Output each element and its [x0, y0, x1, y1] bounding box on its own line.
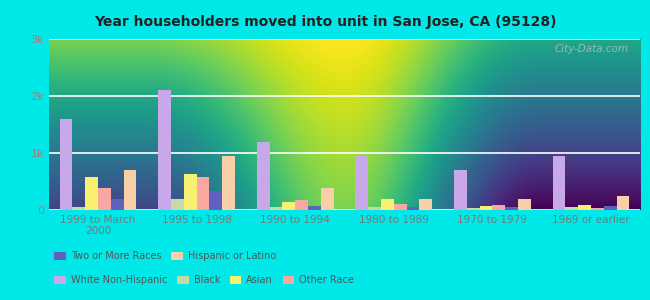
Bar: [158, 90, 171, 210]
Text: City-Data.com: City-Data.com: [554, 44, 629, 54]
Bar: [493, 205, 505, 210]
Bar: [124, 170, 136, 210]
Bar: [72, 207, 85, 210]
Bar: [60, 119, 72, 210]
Bar: [321, 188, 333, 210]
Bar: [209, 190, 222, 210]
Bar: [467, 208, 480, 210]
Bar: [222, 156, 235, 210]
Bar: [394, 204, 407, 210]
Bar: [591, 208, 604, 210]
Text: Year householders moved into unit in San Jose, CA (95128): Year householders moved into unit in San…: [94, 15, 556, 29]
Bar: [356, 156, 368, 210]
Bar: [111, 199, 124, 210]
Legend: Two or More Races, Hispanic or Latino: Two or More Races, Hispanic or Latino: [50, 248, 280, 265]
Bar: [257, 142, 270, 210]
Bar: [552, 156, 566, 210]
Bar: [270, 207, 282, 210]
Bar: [578, 205, 591, 210]
Bar: [617, 196, 629, 210]
Bar: [604, 206, 617, 210]
Bar: [381, 199, 394, 210]
Bar: [518, 199, 531, 210]
Bar: [505, 207, 518, 210]
Bar: [184, 173, 196, 210]
Bar: [368, 207, 381, 210]
Bar: [196, 177, 209, 210]
Bar: [454, 170, 467, 210]
Bar: [480, 206, 493, 210]
Bar: [282, 202, 295, 210]
Bar: [85, 177, 98, 210]
Bar: [295, 200, 308, 210]
Bar: [308, 206, 321, 210]
Legend: White Non-Hispanic, Black, Asian, Other Race: White Non-Hispanic, Black, Asian, Other …: [50, 272, 358, 289]
Bar: [171, 199, 184, 210]
Bar: [419, 199, 432, 210]
Bar: [407, 207, 419, 210]
Bar: [566, 207, 578, 210]
Bar: [98, 188, 111, 210]
